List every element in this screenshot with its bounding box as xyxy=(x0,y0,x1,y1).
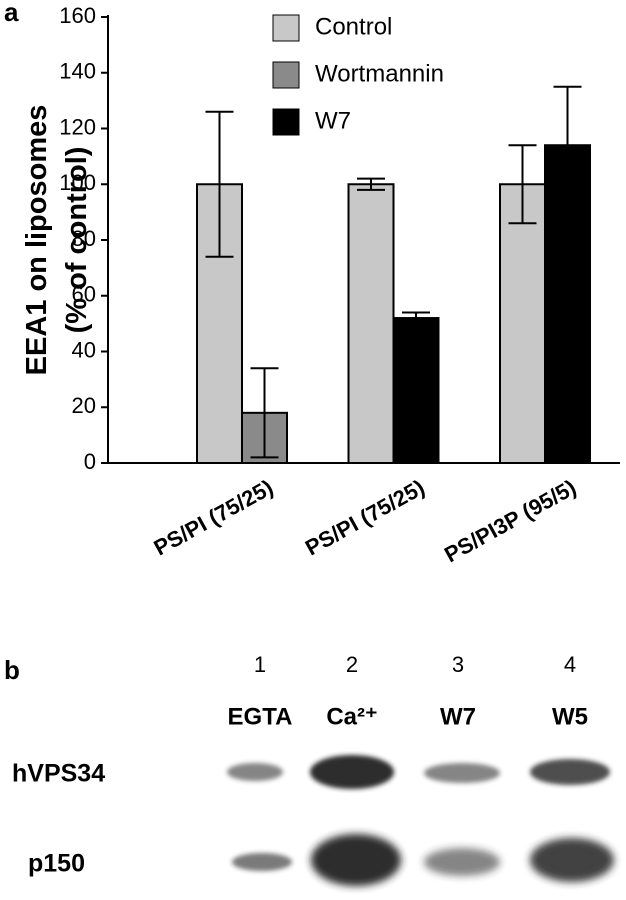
lane-label: EGTA xyxy=(228,703,293,730)
y-axis-title: EEA1 on liposomes (% of control) xyxy=(21,105,93,376)
x-tick-label: PS/PI3P (95/5) xyxy=(440,475,580,568)
lane-label: W5 xyxy=(552,703,588,730)
y-tick-label: 80 xyxy=(72,226,96,251)
bar xyxy=(499,183,546,464)
panel-label: a xyxy=(4,0,19,27)
lane-number: 2 xyxy=(346,652,358,677)
legend-label: Control xyxy=(315,13,392,40)
bar xyxy=(392,317,440,464)
blot-bands xyxy=(227,755,614,886)
legend-label: W7 xyxy=(315,107,351,134)
y-tick-label: 0 xyxy=(84,449,96,474)
legend-swatch xyxy=(272,108,300,136)
bar-chart: 0 20 40 60 80 100 120 140 160 EEA1 on liposomes (%… xyxy=(21,3,620,568)
y-tick-label: 120 xyxy=(59,114,96,139)
y-tick-label: 60 xyxy=(72,282,96,307)
y-axis-title-line: EEA1 on liposomes xyxy=(21,105,53,376)
y-axis-title-line: (% of control) xyxy=(61,147,93,334)
legend-label: Wortmannin xyxy=(315,60,444,87)
legend-swatch xyxy=(272,14,300,42)
y-tick-label: 20 xyxy=(72,393,96,418)
y-tick-label: 160 xyxy=(59,3,96,28)
y-tick-label: 140 xyxy=(59,59,96,84)
panel-label: b xyxy=(4,655,20,685)
lane-number: 4 xyxy=(564,652,576,677)
legend-swatch xyxy=(272,61,300,89)
row-label: p150 xyxy=(28,850,85,878)
lane-number: 1 xyxy=(254,652,266,677)
x-tick-label: PS/PI (75/25) xyxy=(150,475,278,561)
lane-number: 3 xyxy=(452,652,464,677)
bar xyxy=(347,183,395,464)
row-label: hVPS34 xyxy=(12,760,105,788)
y-tick-label: 40 xyxy=(72,337,96,362)
lane-label: Ca²⁺ xyxy=(326,703,377,730)
western-blot: b 1 EGTA 2 Ca²⁺ 3 W7 4 W5 hVPS34 p150 xyxy=(4,652,614,886)
y-tick-label: 100 xyxy=(59,170,96,195)
x-tick-label: PS/PI (75/25) xyxy=(301,475,429,561)
lane-label: W7 xyxy=(440,703,476,730)
